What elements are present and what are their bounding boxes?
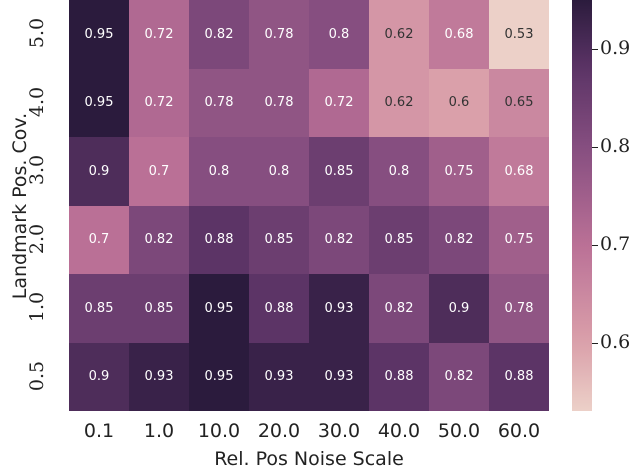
heatmap-cell: 0.82 [429, 342, 489, 411]
heatmap-cell: 0.93 [249, 342, 309, 411]
colorbar [572, 0, 592, 411]
heatmap-cell: 0.82 [429, 205, 489, 274]
heatmap-cell: 0.9 [69, 137, 129, 206]
heatmap-cell: 0.8 [369, 137, 429, 206]
heatmap-cell: 0.85 [69, 274, 129, 343]
heatmap-cell: 0.88 [249, 274, 309, 343]
heatmap-cell: 0.9 [69, 342, 129, 411]
heatmap-cell: 0.85 [129, 274, 189, 343]
heatmap-cell: 0.93 [309, 274, 369, 343]
y-tick-label: 0.5 [26, 360, 48, 391]
heatmap-cell: 0.7 [129, 137, 189, 206]
colorbar-tick-label: 0.6 [600, 330, 631, 353]
x-tick-label: 20.0 [257, 420, 301, 442]
heatmap-cell: 0.62 [369, 68, 429, 137]
heatmap-cell: 0.82 [129, 205, 189, 274]
x-tick-label: 30.0 [317, 420, 361, 442]
x-tick-label: 0.1 [83, 420, 115, 442]
heatmap-cell: 0.78 [249, 68, 309, 137]
heatmap-cell: 0.78 [489, 274, 549, 343]
heatmap-cell: 0.6 [429, 68, 489, 137]
heatmap-cell: 0.88 [189, 205, 249, 274]
heatmap-cell: 0.68 [429, 0, 489, 69]
heatmap-cell: 0.88 [489, 342, 549, 411]
colorbar-tick [592, 342, 598, 344]
heatmap-cell: 0.95 [69, 0, 129, 69]
heatmap-cell: 0.7 [69, 205, 129, 274]
x-tick-label: 40.0 [377, 420, 421, 442]
heatmap-cell: 0.85 [249, 205, 309, 274]
heatmap-cell: 0.75 [429, 137, 489, 206]
heatmap-cell: 0.68 [489, 137, 549, 206]
heatmap-cell: 0.62 [369, 0, 429, 69]
heatmap-cell: 0.9 [429, 274, 489, 343]
heatmap-cell: 0.82 [189, 0, 249, 69]
heatmap-cell: 0.75 [489, 205, 549, 274]
heatmap-cell: 0.65 [489, 68, 549, 137]
x-tick-label: 60.0 [497, 420, 541, 442]
heatmap-cell: 0.8 [249, 137, 309, 206]
heatmap-cell: 0.53 [489, 0, 549, 69]
colorbar-tick [592, 48, 598, 50]
x-tick-label: 1.0 [143, 420, 175, 442]
heatmap-cell: 0.78 [189, 68, 249, 137]
heatmap-cell: 0.8 [189, 137, 249, 206]
heatmap-cell: 0.85 [369, 205, 429, 274]
heatmap-grid: 0.95 0.72 0.82 0.78 0.8 0.62 0.68 0.53 0.95 0.72 0… [69, 0, 549, 411]
heatmap-cell: 0.85 [309, 137, 369, 206]
x-axis-title: Rel. Pos Noise Scale [214, 448, 404, 470]
y-axis-title: Landmark Pos. Cov. [9, 112, 31, 300]
colorbar-tick [592, 244, 598, 246]
colorbar-tick-label: 0.7 [600, 232, 631, 255]
heatmap-cell: 0.95 [69, 68, 129, 137]
colorbar-tick [592, 146, 598, 148]
heatmap-cell: 0.78 [249, 0, 309, 69]
colorbar-tick-label: 0.9 [600, 36, 631, 59]
x-tick-label: 10.0 [197, 420, 241, 442]
heatmap-cell: 0.82 [309, 205, 369, 274]
heatmap-cell: 0.93 [309, 342, 369, 411]
heatmap-cell: 0.95 [189, 342, 249, 411]
heatmap-cell: 0.93 [129, 342, 189, 411]
heatmap-cell: 0.72 [129, 68, 189, 137]
heatmap-cell: 0.95 [189, 274, 249, 343]
heatmap-cell: 0.88 [369, 342, 429, 411]
heatmap-cell: 0.72 [129, 0, 189, 69]
x-tick-label: 50.0 [437, 420, 481, 442]
heatmap-cell: 0.8 [309, 0, 369, 69]
colorbar-tick-label: 0.8 [600, 134, 631, 157]
heatmap-cell: 0.82 [369, 274, 429, 343]
y-tick-label: 5.0 [26, 17, 48, 49]
heatmap-cell: 0.72 [309, 68, 369, 137]
